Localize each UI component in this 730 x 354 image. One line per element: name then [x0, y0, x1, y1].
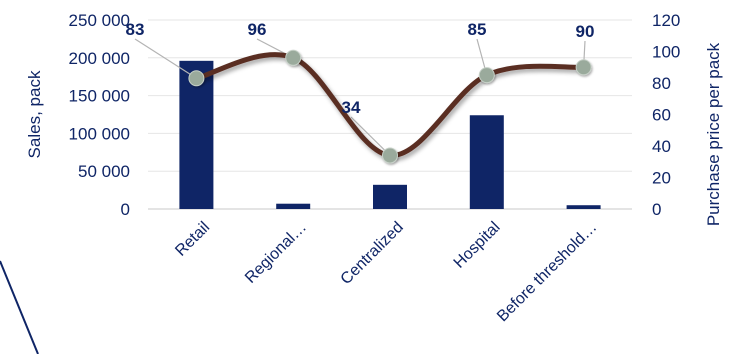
- line-marker: [285, 49, 302, 66]
- y-right-axis-title: Purchase price per pack: [704, 42, 723, 226]
- x-tick-label: Centralized: [338, 219, 407, 288]
- y-right-tick-label: 40: [652, 137, 671, 156]
- leader-line: [134, 38, 197, 79]
- y-left-tick-label: 200 000: [69, 49, 130, 68]
- line-marker: [188, 70, 205, 87]
- decorative-slash: [0, 260, 39, 354]
- bar: [276, 203, 311, 209]
- line-markers: [188, 49, 592, 164]
- bar: [373, 184, 407, 209]
- line-marker: [478, 67, 495, 84]
- y-right-tick-label: 120: [652, 11, 680, 30]
- x-tick-label: Retail: [172, 219, 213, 260]
- x-tick-label: Regional…: [242, 219, 310, 287]
- y-left-tick-label: 250 000: [69, 11, 130, 30]
- x-tick-label: Before threshold…: [494, 219, 600, 325]
- y-right-tick-label: 100: [652, 43, 680, 62]
- data-label: 85: [468, 20, 487, 39]
- line-series: [193, 52, 587, 158]
- line-marker: [575, 59, 592, 76]
- y-left-tick-label: 0: [121, 200, 130, 219]
- y-left-tick-label: 150 000: [69, 87, 130, 106]
- data-label: 90: [576, 22, 595, 41]
- y-right-tick-label: 80: [652, 74, 671, 93]
- data-label: 83: [126, 20, 145, 39]
- x-tick-label: Hospital: [451, 219, 504, 272]
- y-left-tick-label: 100 000: [69, 124, 130, 143]
- y-right-tick-label: 20: [652, 169, 671, 188]
- data-label: 34: [342, 98, 361, 117]
- leader-line: [350, 116, 391, 156]
- y-right-tick-label: 60: [652, 106, 671, 125]
- bar-series: [179, 60, 601, 209]
- y-left-axis-title: Sales, pack: [25, 70, 44, 158]
- bar: [566, 205, 601, 209]
- line-marker: [382, 147, 398, 164]
- price-line: [193, 52, 587, 158]
- gridlines: [148, 19, 632, 210]
- y-left-tick-label: 50 000: [78, 162, 130, 181]
- data-label: 96: [248, 20, 267, 39]
- y-right-tick-label: 0: [652, 200, 661, 219]
- bar: [469, 115, 504, 209]
